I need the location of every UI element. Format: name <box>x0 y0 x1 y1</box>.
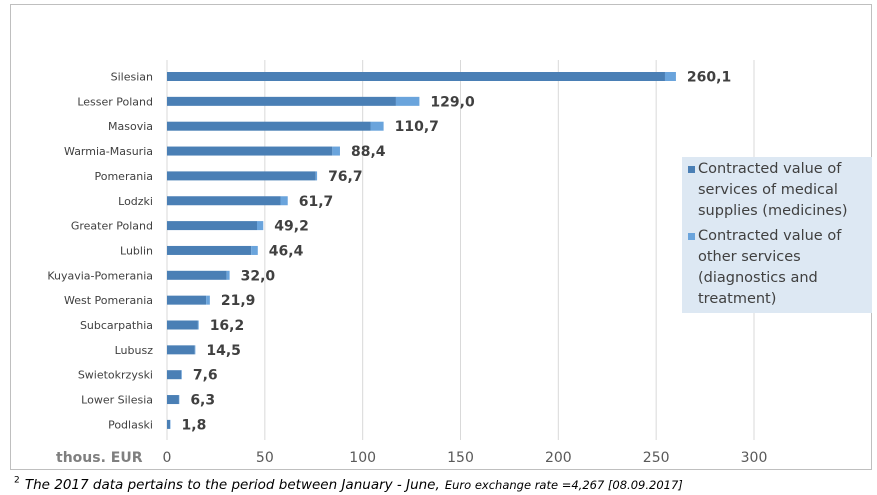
data-label: 14,5 <box>206 343 241 359</box>
category-label: Lodzki <box>118 195 153 208</box>
bar-segment-medical-supplies <box>167 146 333 156</box>
category-label: Lublin <box>120 244 153 257</box>
bar-segment-medical-supplies <box>167 121 371 131</box>
category-label: Subcarpathia <box>80 319 153 332</box>
bar-segment-medical-supplies <box>167 270 227 280</box>
category-label: Lesser Poland <box>77 95 153 108</box>
category-label: Pomerania <box>95 170 154 183</box>
bar-segment-other-services <box>257 221 264 231</box>
data-label: 49,2 <box>274 219 309 235</box>
footnote-exchange-rate: Euro exchange rate =4,267 [08.09.2017] <box>444 478 683 492</box>
data-label: 32,0 <box>241 268 276 284</box>
legend: Contracted value of services of medical … <box>682 157 872 313</box>
bar-segment-medical-supplies <box>167 295 207 305</box>
bar-segment-medical-supplies <box>167 96 396 106</box>
legend-label-other-services: Contracted value of other services (diag… <box>698 228 842 307</box>
bar-segment-other-services <box>194 345 196 355</box>
x-axis-label: thous. EUR <box>56 450 143 466</box>
category-label: Greater Poland <box>71 220 153 233</box>
x-tick-label: 0 <box>163 450 172 466</box>
data-label: 16,2 <box>210 318 245 334</box>
legend-item-other-services: Contracted value of other services (diag… <box>688 226 868 310</box>
bar-segment-medical-supplies <box>167 221 258 231</box>
bar-segment-other-services <box>395 96 420 106</box>
legend-swatch-medical-supplies <box>688 166 695 173</box>
footnote-text: The 2017 data pertains to the period bet… <box>24 477 440 493</box>
bar-segment-medical-supplies <box>167 171 316 181</box>
bar-segment-other-services <box>181 370 182 380</box>
category-label: Lubusz <box>115 344 154 357</box>
data-label: 6,3 <box>190 393 215 409</box>
legend-label-medical-supplies: Contracted value of services of medical … <box>698 161 848 219</box>
bar-segment-other-services <box>251 245 258 255</box>
data-label: 88,4 <box>351 144 386 160</box>
footnote: 2 The 2017 data pertains to the period b… <box>14 474 874 494</box>
category-label: Masovia <box>108 120 153 133</box>
x-tick-label: 250 <box>643 450 670 466</box>
category-label: Warmia-Masuria <box>64 145 153 158</box>
bar-segment-medical-supplies <box>167 370 182 380</box>
category-label: Swietokrzyski <box>78 369 153 382</box>
bar-segment-medical-supplies <box>167 345 195 355</box>
x-tick-label: 100 <box>349 450 376 466</box>
bar-segment-other-services <box>280 196 288 206</box>
bar-segment-other-services <box>664 72 676 81</box>
bar-segment-other-services <box>315 171 318 181</box>
category-label: Kuyavia-Pomerania <box>47 269 153 282</box>
bar-segment-medical-supplies <box>167 395 179 405</box>
bar-segment-medical-supplies <box>167 320 198 330</box>
data-label: 46,4 <box>269 243 304 259</box>
data-label: 260,1 <box>687 70 731 86</box>
data-label: 129,0 <box>430 94 475 110</box>
legend-swatch-other-services <box>688 233 695 240</box>
bar-segment-medical-supplies <box>167 419 171 429</box>
category-label: Podlaski <box>108 418 153 431</box>
bar-segment-other-services <box>332 146 340 156</box>
data-label: 76,7 <box>328 169 363 185</box>
bar-segment-other-services <box>226 270 230 280</box>
category-label: Silesian <box>111 71 153 84</box>
data-label: 7,6 <box>193 368 218 384</box>
category-label: West Pomerania <box>64 294 153 307</box>
data-label: 110,7 <box>395 119 439 135</box>
category-label: Lower Silesia <box>81 394 153 407</box>
bar-segment-medical-supplies <box>167 72 665 81</box>
bar-segment-other-services <box>370 121 384 131</box>
x-tick-label: 200 <box>545 450 572 466</box>
data-label: 61,7 <box>299 194 334 210</box>
footnote-marker: 2 <box>14 475 20 486</box>
legend-item-medical-supplies: Contracted value of services of medical … <box>688 159 868 222</box>
bar-segment-other-services <box>197 320 199 330</box>
data-label: 21,9 <box>221 293 256 309</box>
x-tick-label: 150 <box>447 450 474 466</box>
bar-segment-other-services <box>206 295 210 305</box>
bar-segment-medical-supplies <box>167 196 281 206</box>
x-tick-label: 50 <box>256 450 274 466</box>
x-tick-label: 300 <box>741 450 768 466</box>
data-label: 1,8 <box>182 417 207 433</box>
bar-segment-medical-supplies <box>167 245 252 255</box>
